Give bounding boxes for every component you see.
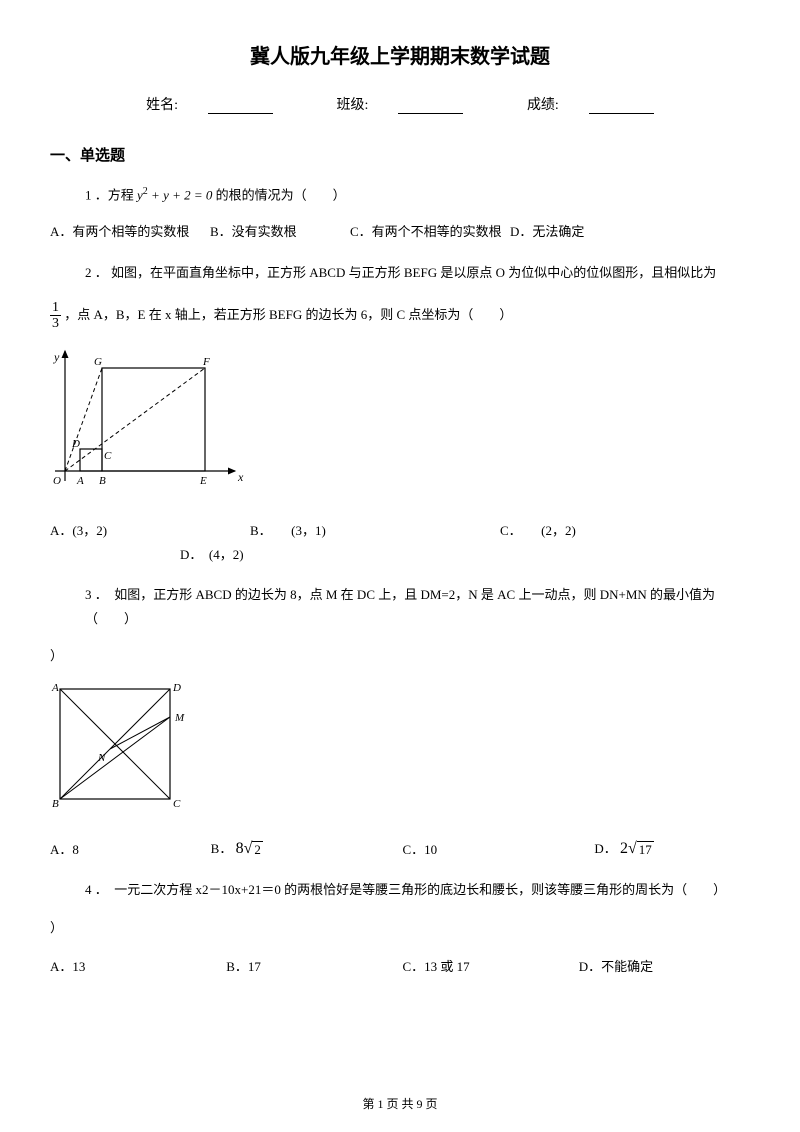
- q3-diagram: A D B C M N: [50, 679, 750, 823]
- q1-option-a: A．有两个相等的实数根: [50, 222, 210, 242]
- score-label: 成绩:: [512, 98, 669, 113]
- q1-options: A．有两个相等的实数根 B．没有实数根 C．有两个不相等的实数根 D．无法确定: [50, 222, 750, 242]
- q1-option-c: C．有两个不相等的实数根: [350, 222, 510, 242]
- svg-text:O: O: [53, 475, 61, 487]
- section-title: 一、单选题: [50, 144, 750, 165]
- q1-option-d: D．无法确定: [510, 222, 630, 242]
- q4-paren: ）: [50, 917, 750, 936]
- svg-text:B: B: [52, 798, 59, 810]
- q2-options-row1: A．(3，2) B． (3，1) C． (2，2): [50, 520, 750, 539]
- q2-options-row2: D． (4，2): [50, 544, 750, 563]
- svg-text:x: x: [237, 470, 244, 484]
- q2-option-d: D． (4，2): [180, 544, 750, 563]
- q4-option-d: D．不能确定: [579, 956, 750, 975]
- svg-text:A: A: [76, 475, 84, 487]
- q3-paren: ）: [50, 645, 750, 664]
- q3-option-a: A．8: [50, 839, 206, 858]
- svg-text:F: F: [202, 356, 210, 368]
- q2-diagram: y x O A B E D C G F: [50, 346, 750, 505]
- page-title: 冀人版九年级上学期期末数学试题: [50, 40, 750, 69]
- info-row: 姓名: 班级: 成绩:: [50, 94, 750, 114]
- q3-options: A．8 B． 8√2 C．10 D． 2√17: [50, 838, 750, 858]
- page-footer: 第 1 页 共 9 页: [0, 1095, 800, 1112]
- question-1: 1 ．方程 y2 + y + 2 = 0 的根的情况为（ ）: [50, 183, 750, 207]
- svg-text:M: M: [174, 712, 185, 724]
- question-4: 4 ． 一元二次方程 x2－10x+21＝0 的两根恰好是等腰三角形的底边长和腰…: [50, 878, 750, 901]
- q4-option-a: A．13: [50, 956, 221, 975]
- svg-text:y: y: [53, 350, 60, 364]
- q2-option-a: A．(3，2): [50, 520, 250, 539]
- svg-text:E: E: [199, 475, 207, 487]
- svg-text:N: N: [97, 752, 106, 764]
- svg-text:D: D: [172, 682, 181, 694]
- q4-options: A．13 B．17 C．13 或 17 D．不能确定: [50, 956, 750, 975]
- svg-text:B: B: [99, 475, 106, 487]
- q1-option-b: B．没有实数根: [210, 222, 350, 242]
- q2-fraction-line: 1 3 ，点 A，B，E 在 x 轴上，若正方形 BEFG 的边长为 6，则 C…: [50, 300, 750, 332]
- svg-text:G: G: [94, 356, 102, 368]
- name-label: 姓名:: [131, 98, 288, 113]
- svg-text:C: C: [173, 798, 181, 810]
- q3-option-c: C．10: [402, 839, 589, 858]
- question-3: 3 ． 如图，正方形 ABCD 的边长为 8，点 M 在 DC 上，且 DM=2…: [50, 583, 750, 630]
- q3-option-b: B． 8√2: [211, 838, 398, 858]
- class-label: 班级:: [322, 98, 479, 113]
- q4-option-b: B．17: [226, 956, 397, 975]
- svg-text:C: C: [104, 450, 112, 462]
- question-2: 2 ． 如图，在平面直角坐标中，正方形 ABCD 与正方形 BEFG 是以原点 …: [50, 261, 750, 284]
- q2-option-c: C． (2，2): [500, 520, 700, 539]
- q2-option-b: B． (3，1): [250, 520, 500, 539]
- svg-text:A: A: [51, 682, 59, 694]
- fraction-icon: 1 3: [50, 300, 61, 332]
- q3-option-d: D． 2√17: [594, 838, 750, 858]
- svg-text:D: D: [71, 438, 80, 450]
- q4-option-c: C．13 或 17: [403, 956, 574, 975]
